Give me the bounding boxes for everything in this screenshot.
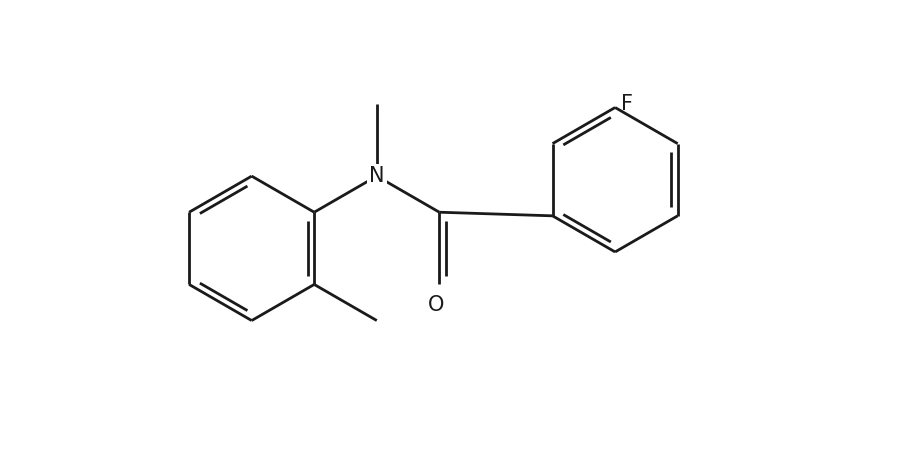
Text: O: O <box>427 295 444 315</box>
Text: F: F <box>621 94 633 114</box>
Text: N: N <box>369 166 384 186</box>
